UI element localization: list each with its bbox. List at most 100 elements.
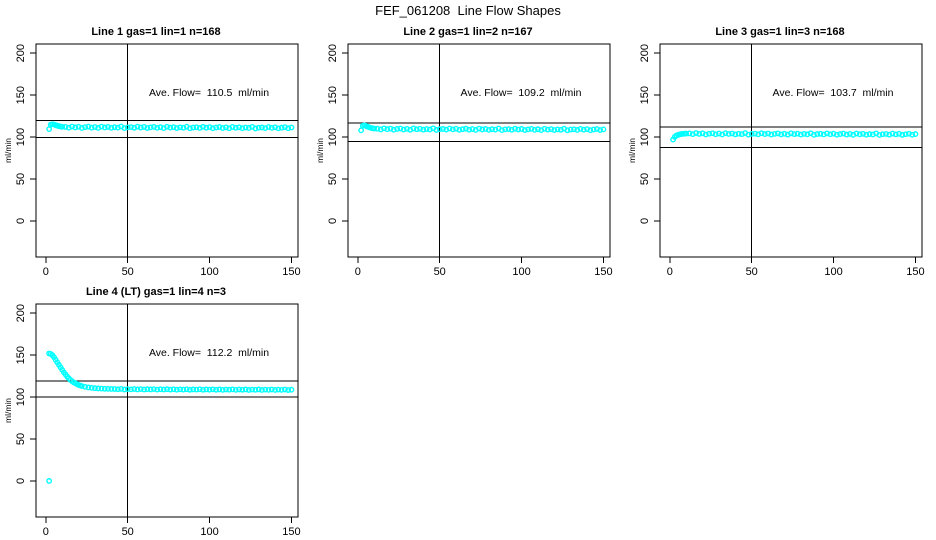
data-point	[288, 386, 295, 393]
data-point	[196, 125, 203, 131]
data-point	[423, 126, 430, 132]
data-point	[505, 126, 512, 133]
data-point	[580, 126, 587, 133]
data-point	[469, 126, 476, 132]
x-tick-label: 0	[43, 266, 49, 278]
data-point	[584, 126, 590, 133]
data-point	[92, 124, 98, 130]
panel-line-1: Line 1 gas=1 lin=1 n=168 Ave. Flow= 110.…	[0, 20, 312, 282]
data-point	[219, 125, 226, 131]
plot-box	[659, 43, 923, 258]
y-tick-label: 100	[327, 128, 339, 146]
data-point	[216, 386, 223, 393]
data-point	[128, 386, 134, 393]
data-point	[98, 385, 105, 392]
data-point	[902, 131, 909, 138]
data-point	[377, 126, 384, 133]
data-point	[203, 124, 210, 131]
y-tick-label: 200	[327, 44, 339, 62]
data-point	[213, 386, 220, 393]
data-point	[397, 125, 404, 132]
data-point	[173, 125, 180, 131]
data-point	[778, 131, 785, 138]
data-point	[177, 124, 184, 131]
data-point	[255, 124, 262, 131]
data-point	[85, 384, 92, 391]
data-point	[78, 383, 85, 389]
data-point	[111, 386, 118, 392]
y-tick-label: 50	[15, 173, 27, 185]
data-point	[466, 126, 473, 133]
data-point	[440, 126, 446, 132]
data-point	[137, 124, 144, 131]
data-point	[420, 126, 427, 133]
data-point	[574, 127, 581, 133]
data-point	[98, 123, 105, 130]
data-point	[482, 126, 489, 132]
data-point	[837, 131, 844, 137]
data-point	[748, 130, 755, 137]
ave-flow-annotation: Ave. Flow= 109.2 ml/min	[460, 87, 582, 99]
data-point	[216, 124, 223, 130]
data-point	[92, 385, 98, 392]
data-point	[88, 124, 95, 131]
x-tick-label: 50	[746, 266, 758, 278]
y-tick-label: 50	[15, 433, 27, 445]
x-tick-label: 100	[512, 266, 530, 278]
data-point	[265, 386, 272, 393]
data-point	[453, 125, 459, 132]
data-point	[528, 125, 535, 132]
data-point	[709, 130, 716, 137]
data-point	[905, 130, 912, 137]
data-point	[443, 126, 450, 133]
data-point	[761, 131, 768, 137]
data-point	[268, 386, 275, 393]
data-point	[400, 126, 407, 133]
x-tick-label: 100	[200, 526, 218, 538]
data-point	[413, 126, 420, 133]
data-point	[252, 386, 259, 393]
data-point	[150, 123, 157, 130]
data-point	[462, 125, 469, 132]
data-point	[896, 130, 902, 137]
ave-flow-annotation: Ave. Flow= 103.7 ml/min	[772, 87, 894, 99]
data-point	[131, 124, 138, 131]
data-point	[62, 124, 69, 130]
y-tick-label: 50	[639, 173, 651, 185]
x-tick-label: 100	[200, 266, 218, 278]
data-point	[144, 386, 151, 393]
plot-box	[35, 43, 299, 258]
data-point	[200, 386, 206, 393]
data-point	[242, 386, 249, 393]
data-point	[144, 125, 151, 131]
data-point	[706, 130, 713, 137]
data-point	[752, 130, 758, 137]
data-point	[381, 125, 387, 132]
data-point	[255, 386, 262, 393]
data-point	[456, 126, 463, 133]
data-point	[689, 131, 696, 138]
data-point	[827, 131, 834, 138]
y-tick-label: 0	[327, 218, 339, 224]
data-point	[390, 126, 397, 133]
data-point	[124, 386, 131, 393]
data-point	[157, 386, 164, 393]
x-tick-label: 0	[355, 266, 361, 278]
data-point	[229, 386, 236, 393]
data-point	[449, 126, 456, 133]
data-point	[696, 130, 703, 137]
data-point	[206, 124, 213, 131]
data-point	[154, 124, 161, 131]
data-point	[236, 124, 242, 131]
data-point	[131, 386, 138, 392]
x-tick-label: 50	[122, 266, 134, 278]
panel-line-2: Line 2 gas=1 lin=2 n=167 Ave. Flow= 109.…	[312, 20, 624, 282]
data-point	[702, 131, 709, 138]
data-point	[219, 386, 226, 393]
data-point	[729, 130, 735, 137]
x-tick-label: 150	[594, 266, 612, 278]
data-point	[459, 126, 466, 133]
data-point	[170, 124, 177, 131]
data-point	[571, 126, 577, 133]
data-point	[160, 386, 167, 393]
